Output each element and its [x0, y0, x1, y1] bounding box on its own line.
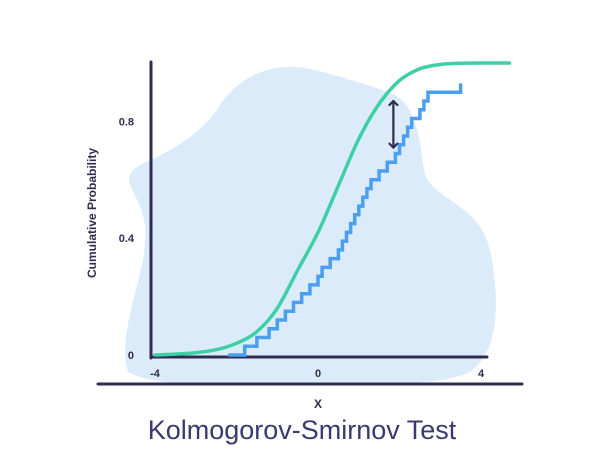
y-tick-labels: 0 0.4 0.8	[119, 116, 135, 362]
theoretical-cdf-curve	[153, 61, 512, 357]
y-tick-label: 0	[128, 350, 134, 362]
empirical-cdf-step-line	[228, 83, 463, 357]
y-tick-label: 0.8	[119, 116, 134, 128]
y-tick-label: 0.4	[119, 233, 135, 245]
background-blob	[125, 66, 496, 385]
x-tick-label: -4	[150, 368, 161, 380]
x-tick-labels: -4 0 4	[150, 368, 485, 380]
x-axis-title: X	[314, 397, 322, 411]
series-layer	[153, 61, 512, 357]
x-tick-label: 4	[478, 368, 485, 380]
x-tick-label: 0	[315, 368, 321, 380]
y-axis-title: Cumulative Probability	[85, 148, 99, 278]
chart-title: Kolmogorov-Smirnov Test	[148, 415, 457, 445]
